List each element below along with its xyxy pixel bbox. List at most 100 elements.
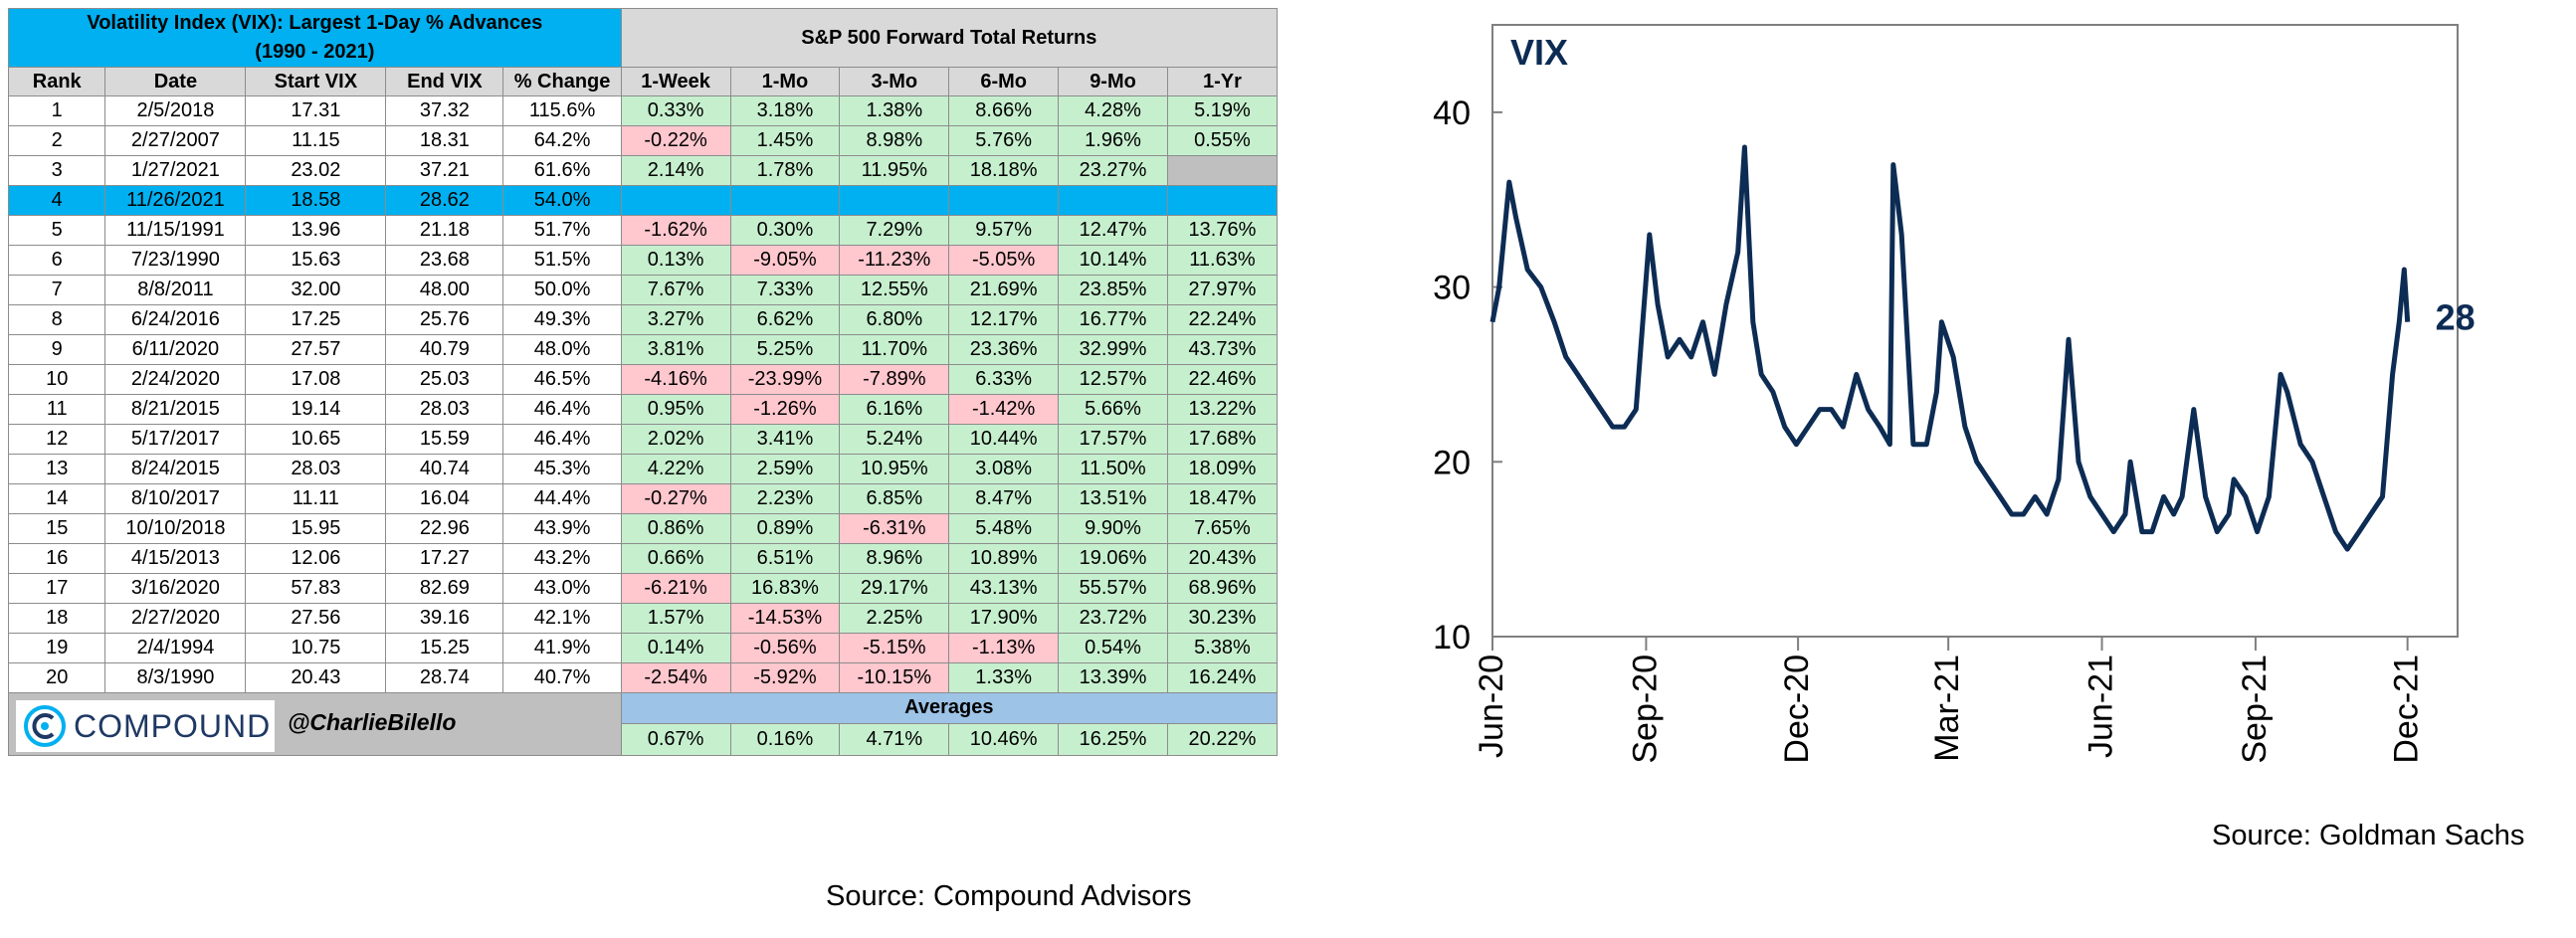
return-cell: 0.33%	[620, 95, 731, 126]
pct-change-cell: 115.6%	[502, 95, 622, 126]
average-cell: 20.22%	[1166, 722, 1279, 757]
column-header: Date	[104, 67, 247, 96]
return-cell: 11.70%	[839, 334, 950, 365]
rank-cell: 12	[7, 424, 106, 455]
rank-cell: 19	[7, 633, 106, 663]
return-cell: 18.47%	[1166, 483, 1279, 514]
date-cell: 11/15/1991	[104, 215, 247, 246]
start-vix-cell: 10.75	[245, 633, 387, 663]
date-cell: 11/26/2021	[104, 185, 247, 216]
return-cell: 12.17%	[948, 304, 1060, 335]
return-cell: 19.06%	[1058, 543, 1168, 574]
x-tick-label: Jun-20	[1473, 655, 1510, 758]
return-cell: 12.47%	[1058, 215, 1168, 246]
pct-change-cell: 54.0%	[502, 185, 622, 216]
y-tick-label: 20	[1433, 444, 1471, 481]
return-cell: 68.96%	[1166, 573, 1279, 604]
return-cell: 13.22%	[1166, 394, 1279, 425]
table-row: 3 1/27/2021 23.02 37.21 61.6% 2.14% 1.78% 11.95…	[7, 155, 1279, 186]
start-vix-cell: 12.06	[245, 543, 387, 574]
rank-cell: 10	[7, 364, 106, 395]
return-cell: 8.47%	[948, 483, 1060, 514]
return-cell: 4.28%	[1058, 95, 1168, 126]
return-cell: 0.13%	[620, 245, 731, 276]
end-vix-cell: 22.96	[385, 513, 504, 544]
return-cell: 13.51%	[1058, 483, 1168, 514]
rank-cell: 4	[7, 185, 106, 216]
column-header: 6-Mo	[948, 67, 1060, 96]
rank-cell: 20	[7, 662, 106, 693]
table-title: Volatility Index (VIX): Largest 1-Day % …	[8, 8, 622, 68]
return-cell: 21.69%	[948, 275, 1060, 305]
return-cell: 0.89%	[729, 513, 841, 544]
x-tick-label: Jun-21	[2082, 655, 2120, 758]
start-vix-cell: 11.11	[245, 483, 387, 514]
return-cell: 18.09%	[1166, 454, 1279, 484]
column-header: % Change	[502, 67, 622, 96]
end-vix-cell: 15.59	[385, 424, 504, 455]
forward-returns-header: S&P 500 Forward Total Returns	[620, 8, 1279, 68]
return-cell: 16.24%	[1166, 662, 1279, 693]
rank-cell: 1	[7, 95, 106, 126]
y-tick-label: 40	[1433, 94, 1471, 132]
average-cell: 0.16%	[729, 722, 841, 757]
table-row: 14 8/10/2017 11.11 16.04 44.4% -0.27% 2.23% 6.8…	[7, 483, 1279, 514]
end-vix-cell: 23.68	[385, 245, 504, 276]
table-row: 11 8/21/2015 19.14 28.03 46.4% 0.95% -1.26% 6.1…	[7, 394, 1279, 425]
return-cell: 10.14%	[1058, 245, 1168, 276]
branding-cell: COMPOUND @CharlieBilello	[8, 692, 622, 756]
end-vix-cell: 28.03	[385, 394, 504, 425]
return-cell: -23.99%	[729, 364, 841, 395]
return-cell: 43.73%	[1166, 334, 1279, 365]
pct-change-cell: 51.7%	[502, 215, 622, 246]
return-cell: 5.38%	[1166, 633, 1279, 663]
start-vix-cell: 11.15	[245, 125, 387, 156]
start-vix-cell: 19.14	[245, 394, 387, 425]
return-cell: 23.27%	[1058, 155, 1168, 186]
table-row: 15 10/10/2018 15.95 22.96 43.9% 0.86% 0.89% -6.…	[7, 513, 1279, 544]
return-cell: 6.16%	[839, 394, 950, 425]
date-cell: 1/27/2021	[104, 155, 247, 186]
start-vix-cell: 32.00	[245, 275, 387, 305]
x-tick-label: Mar-21	[1928, 655, 1966, 762]
return-cell: -5.92%	[729, 662, 841, 693]
pct-change-cell: 51.5%	[502, 245, 622, 276]
return-cell: 8.98%	[839, 125, 950, 156]
start-vix-cell: 13.96	[245, 215, 387, 246]
end-vix-cell: 48.00	[385, 275, 504, 305]
pct-change-cell: 50.0%	[502, 275, 622, 305]
end-vix-cell: 82.69	[385, 573, 504, 604]
rank-cell: 6	[7, 245, 106, 276]
date-cell: 8/21/2015	[104, 394, 247, 425]
table-row: 20 8/3/1990 20.43 28.74 40.7% -2.54% -5.92% -10…	[7, 662, 1279, 693]
return-cell: -4.16%	[620, 364, 731, 395]
return-cell: 0.30%	[729, 215, 841, 246]
return-cell: 2.23%	[729, 483, 841, 514]
rank-cell: 3	[7, 155, 106, 186]
return-cell: 1.78%	[729, 155, 841, 186]
pct-change-cell: 46.4%	[502, 394, 622, 425]
return-cell: 5.19%	[1166, 95, 1279, 126]
table-row: 16 4/15/2013 12.06 17.27 43.2% 0.66% 6.51% 8.96…	[7, 543, 1279, 574]
end-vix-cell: 39.16	[385, 603, 504, 634]
return-cell: 9.90%	[1058, 513, 1168, 544]
return-cell: 7.65%	[1166, 513, 1279, 544]
return-cell: 8.96%	[839, 543, 950, 574]
rank-cell: 18	[7, 603, 106, 634]
date-cell: 8/3/1990	[104, 662, 247, 693]
table-row: 13 8/24/2015 28.03 40.74 45.3% 4.22% 2.59% 10.9…	[7, 454, 1279, 484]
return-cell: 20.43%	[1166, 543, 1279, 574]
averages-row: 0.67% 0.16% 4.71% 10.46% 16.25% 20.22%	[9, 722, 1279, 757]
return-cell: 11.63%	[1166, 245, 1279, 276]
return-cell: -5.05%	[948, 245, 1060, 276]
table-row: 9 6/11/2020 27.57 40.79 48.0% 3.81% 5.25% 11.70…	[7, 334, 1279, 365]
return-cell: -6.31%	[839, 513, 950, 544]
table-row: 17 3/16/2020 57.83 82.69 43.0% -6.21% 16.83% 29…	[7, 573, 1279, 604]
date-cell: 4/15/2013	[104, 543, 247, 574]
x-tick-label: Sep-21	[2236, 655, 2274, 764]
table-row: 10 2/24/2020 17.08 25.03 46.5% -4.16% -23.99% -…	[7, 364, 1279, 395]
return-cell: -0.56%	[729, 633, 841, 663]
return-cell: 0.86%	[620, 513, 731, 544]
pct-change-cell: 45.3%	[502, 454, 622, 484]
pct-change-cell: 43.0%	[502, 573, 622, 604]
